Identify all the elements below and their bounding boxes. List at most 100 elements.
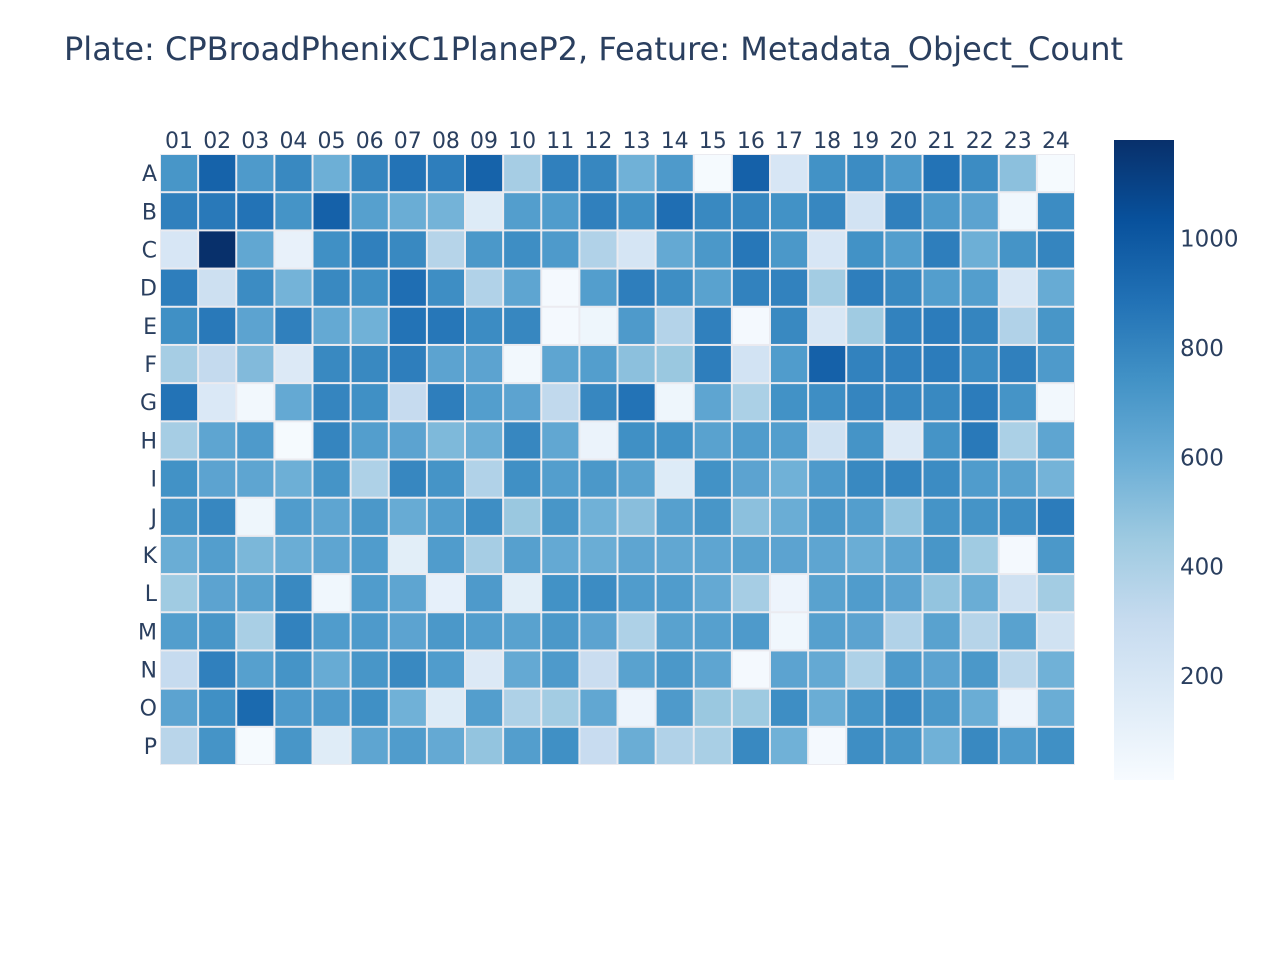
- heatmap-cell: [161, 345, 198, 383]
- heatmap-cell: [427, 689, 465, 726]
- x-tick-label: 12: [584, 129, 612, 154]
- heatmap-cell: [694, 498, 731, 535]
- heatmap-cell: [427, 269, 465, 306]
- heatmap-cell: [504, 498, 541, 535]
- heatmap-cell: [275, 536, 312, 574]
- heatmap-cell: [999, 345, 1036, 383]
- x-tick-label: 15: [699, 129, 727, 154]
- heatmap-cell: [504, 613, 541, 650]
- heatmap-cell: [161, 231, 198, 268]
- heatmap-cell: [961, 384, 998, 421]
- heatmap-cell: [1037, 384, 1075, 421]
- heatmap-cell: [923, 689, 960, 726]
- heatmap-cell: [999, 575, 1036, 612]
- plot-background: [160, 154, 1075, 765]
- x-tick-label: 10: [508, 129, 536, 154]
- heatmap-cell: [618, 613, 655, 650]
- heatmap-cell: [275, 269, 312, 306]
- heatmap-cell: [847, 727, 884, 764]
- heatmap-cell: [1037, 498, 1075, 535]
- y-tick-label: B: [142, 200, 157, 225]
- heatmap-cell: [237, 689, 274, 726]
- heatmap-cell: [885, 193, 922, 230]
- heatmap-cell: [618, 689, 655, 726]
- heatmap-cell: [199, 155, 236, 192]
- heatmap-cell: [809, 384, 846, 421]
- heatmap-cell: [771, 613, 808, 650]
- heatmap-cell: [809, 689, 846, 726]
- heatmap-cell: [847, 460, 884, 497]
- heatmap-cell: [656, 307, 693, 344]
- heatmap-cell: [313, 307, 350, 344]
- heatmap-cell: [466, 193, 503, 230]
- heatmap-cell: [466, 269, 503, 306]
- heatmap-cell: [351, 155, 388, 192]
- heatmap-cell: [923, 269, 960, 306]
- heatmap-cell: [732, 727, 770, 764]
- heatmap-cell: [732, 345, 770, 383]
- heatmap-cell: [1037, 193, 1075, 230]
- heatmap-cell: [542, 727, 579, 764]
- heatmap-cell: [847, 613, 884, 650]
- heatmap-cell: [694, 575, 731, 612]
- heatmap-cell: [237, 231, 274, 268]
- heatmap-cell: [237, 307, 274, 344]
- heatmap-cell: [618, 269, 655, 306]
- colorbar-tick-label: 600: [1180, 445, 1224, 471]
- heatmap-cell: [199, 460, 236, 497]
- heatmap-cell: [999, 422, 1036, 459]
- heatmap-cell: [199, 613, 236, 650]
- heatmap-cell: [389, 498, 426, 535]
- heatmap-cell: [351, 422, 388, 459]
- heatmap-cell: [237, 727, 274, 764]
- heatmap-cell: [961, 307, 998, 344]
- heatmap-cell: [809, 231, 846, 268]
- heatmap-cell: [961, 460, 998, 497]
- heatmap-cell: [237, 269, 274, 306]
- heatmap-cell: [199, 651, 236, 688]
- heatmap-cell: [694, 155, 731, 192]
- heatmap-cell: [199, 193, 236, 230]
- y-tick-label: O: [140, 697, 157, 722]
- x-tick-label: 07: [394, 129, 422, 154]
- y-tick-label: H: [140, 429, 157, 454]
- colorbar: 200 400 600 800 1000: [1114, 140, 1239, 780]
- heatmap-cell: [466, 651, 503, 688]
- heatmap-cell: [427, 231, 465, 268]
- heatmap-cell: [389, 727, 426, 764]
- heatmap-cell: [656, 613, 693, 650]
- heatmap-cell: [580, 575, 617, 612]
- heatmap-cell: [199, 498, 236, 535]
- x-tick-label: 02: [203, 129, 231, 154]
- heatmap-cell: [771, 689, 808, 726]
- heatmap-cell: [847, 575, 884, 612]
- heatmap-cell: [504, 727, 541, 764]
- x-tick-label: 09: [470, 129, 498, 154]
- heatmap-cell: [427, 536, 465, 574]
- heatmap-cell: [618, 575, 655, 612]
- heatmap-cell: [351, 575, 388, 612]
- heatmap-cell: [351, 231, 388, 268]
- heatmap-cell: [580, 307, 617, 344]
- heatmap-cell: [389, 384, 426, 421]
- heatmap-cell: [694, 384, 731, 421]
- heatmap-cell: [351, 536, 388, 574]
- heatmap-cell: [923, 193, 960, 230]
- heatmap-cell: [313, 231, 350, 268]
- heatmap-cell: [809, 345, 846, 383]
- heatmap-cell: [504, 384, 541, 421]
- heatmap-cell: [809, 307, 846, 344]
- heatmap-cell: [1037, 689, 1075, 726]
- heatmap-cell: [771, 727, 808, 764]
- y-tick-label: M: [138, 620, 157, 645]
- heatmap-cell: [389, 307, 426, 344]
- heatmap-cell: [694, 536, 731, 574]
- heatmap-cell: [1037, 536, 1075, 574]
- heatmap-cell: [732, 193, 770, 230]
- heatmap-cell: [237, 613, 274, 650]
- heatmap-cell: [351, 460, 388, 497]
- heatmap-cell: [618, 422, 655, 459]
- heatmap-cell: [466, 307, 503, 344]
- heatmap-cell: [199, 307, 236, 344]
